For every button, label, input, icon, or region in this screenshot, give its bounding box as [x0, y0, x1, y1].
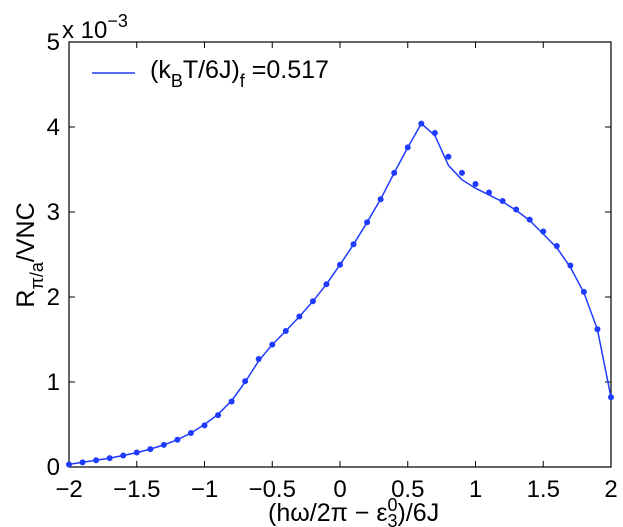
data-point	[580, 288, 587, 295]
x-axis-label-omega: ω	[290, 499, 310, 527]
data-point	[391, 169, 398, 176]
y-scale-base: x 10	[62, 17, 107, 44]
data-point	[187, 430, 194, 436]
data-point	[445, 153, 452, 160]
legend-label-open: (k	[150, 56, 171, 84]
x-tick-label: 0.5	[391, 476, 424, 503]
y-tick-label: 0	[47, 454, 60, 481]
data-point	[228, 398, 235, 405]
legend-label-mid: T/6J)	[183, 56, 240, 84]
data-point	[431, 129, 438, 136]
data-point	[147, 446, 154, 453]
data-point	[418, 120, 425, 127]
x-axis-label-sub: 3	[388, 511, 398, 527]
x-tick-label: 1.5	[527, 476, 560, 503]
data-point	[242, 378, 249, 385]
data-point	[93, 457, 100, 464]
data-point	[337, 261, 343, 268]
x-tick-label: −2	[55, 476, 82, 503]
x-tick-label: −1.5	[113, 476, 160, 503]
data-point	[567, 262, 574, 269]
axis-ticks	[68, 41, 612, 468]
data-point	[364, 219, 371, 226]
data-point	[458, 169, 465, 176]
y-tick-label: 4	[47, 114, 60, 141]
data-point	[608, 394, 614, 401]
legend-label: (kBT/6J)f =0.517	[150, 56, 329, 91]
data-point	[215, 412, 222, 419]
y-axis-label-sub: π/a	[27, 261, 47, 289]
data-point	[255, 356, 262, 363]
data-point	[594, 326, 601, 333]
legend: (kBT/6J)f =0.517	[92, 56, 329, 91]
x-axis-label-mid: /2π − ε	[310, 499, 388, 527]
y-axis-label: Rπ/a/VNC	[12, 202, 47, 307]
tick-labels: −2 −1.5 −1 −0.5 0 0.5 1 1.5 2 0 1 2 3 4 5	[47, 29, 618, 503]
data-point	[133, 449, 140, 456]
data-point	[499, 197, 506, 204]
y-axis-label-rest: /VNC	[12, 202, 40, 262]
data-point	[296, 313, 303, 320]
data-point	[513, 206, 520, 213]
data-point	[472, 180, 479, 187]
x-axis-label-close: )/6J	[398, 499, 440, 527]
data-point	[120, 452, 127, 459]
data-point	[201, 422, 208, 429]
y-scale-exponent: −3	[107, 11, 128, 31]
data-point	[282, 328, 289, 334]
data-point	[486, 189, 493, 196]
data-point	[66, 461, 72, 468]
x-tick-label: 1	[469, 476, 482, 503]
data-point	[160, 441, 167, 448]
plot-frame	[68, 41, 612, 468]
data-point	[553, 243, 560, 249]
x-axis-label: (hω/2π − ε0 3)/6J	[268, 495, 439, 527]
y-tick-label: 2	[47, 284, 60, 311]
y-tick-label: 3	[47, 199, 60, 226]
legend-label-sub-b: B	[171, 71, 183, 91]
x-axis-label-open: (h	[268, 499, 290, 527]
legend-label-value: =0.517	[245, 56, 329, 84]
legend-label-sub-f: f	[240, 71, 246, 91]
series-line	[68, 122, 612, 466]
y-tick-label: 1	[47, 369, 60, 396]
data-point	[269, 341, 276, 348]
data-point	[323, 281, 330, 288]
series-layer	[66, 120, 614, 468]
y-scale-factor: x 10−3	[62, 11, 128, 44]
data-point	[377, 196, 384, 203]
data-point	[106, 455, 113, 462]
x-tick-label: 0	[333, 476, 346, 503]
y-tick-label: 5	[47, 29, 60, 56]
data-point	[404, 144, 411, 151]
data-point	[526, 216, 533, 223]
data-point	[350, 241, 357, 248]
y-axis-label-main: R	[12, 290, 40, 308]
data-point	[174, 436, 181, 443]
data-point	[309, 298, 316, 305]
x-tick-label: −0.5	[249, 476, 296, 503]
x-axis-label-sup: 0	[388, 495, 398, 515]
data-point	[79, 459, 86, 466]
x-tick-label: −1	[191, 476, 218, 503]
x-tick-label: 2	[604, 476, 617, 503]
data-point	[540, 228, 547, 235]
